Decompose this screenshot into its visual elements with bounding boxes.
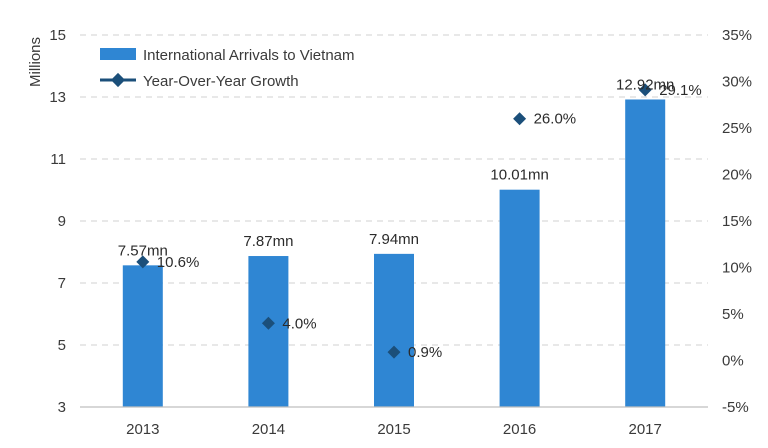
growth-data-labels: 10.6% 4.0% 0.9% 26.0% 29.1% bbox=[157, 82, 702, 361]
bar-series bbox=[122, 99, 666, 407]
right-axis: -5% 0% 5% 10% 15% 20% 25% 30% 35% bbox=[722, 27, 752, 416]
x-tick-label: 2017 bbox=[629, 421, 662, 438]
x-tick-label: 2014 bbox=[252, 421, 285, 438]
growth-data-label: 29.1% bbox=[659, 82, 702, 99]
growth-data-label: 0.9% bbox=[408, 344, 442, 361]
y2-tick-label: 35% bbox=[722, 27, 752, 44]
y-tick-label: 3 bbox=[58, 399, 66, 416]
y2-tick-label: 0% bbox=[722, 353, 744, 370]
y-axis-title: Millions bbox=[27, 37, 44, 87]
bar bbox=[374, 253, 414, 407]
bar bbox=[499, 189, 540, 407]
legend-label-arrivals: International Arrivals to Vietnam bbox=[143, 47, 355, 64]
y-tick-label: 9 bbox=[58, 213, 66, 230]
bar-data-label: 10.01mn bbox=[490, 167, 548, 184]
y2-tick-label: 10% bbox=[722, 260, 752, 277]
growth-data-label: 4.0% bbox=[282, 315, 316, 332]
legend-label-growth: Year-Over-Year Growth bbox=[143, 73, 299, 90]
bar bbox=[122, 265, 163, 407]
legend: International Arrivals to Vietnam Year-O… bbox=[100, 47, 355, 90]
growth-data-label: 10.6% bbox=[157, 254, 200, 271]
x-axis: 2013 2014 2015 2016 2017 bbox=[80, 406, 708, 438]
y-tick-label: 15 bbox=[49, 27, 66, 44]
growth-marker bbox=[261, 316, 275, 330]
y-tick-label: 11 bbox=[50, 151, 66, 168]
left-axis: 3 5 7 9 11 13 15 bbox=[49, 27, 66, 416]
x-tick-label: 2016 bbox=[503, 421, 536, 438]
y-tick-label: 13 bbox=[49, 89, 66, 106]
bar-data-label: 7.87mn bbox=[243, 233, 293, 250]
bar-data-label: 7.57mn bbox=[118, 242, 168, 259]
growth-data-label: 26.0% bbox=[534, 111, 577, 128]
x-tick-label: 2015 bbox=[377, 421, 410, 438]
growth-marker bbox=[638, 83, 652, 97]
bar-data-label: 12.92mn bbox=[616, 76, 674, 93]
y2-tick-label: 30% bbox=[722, 74, 752, 91]
y-tick-label: 7 bbox=[58, 275, 66, 292]
x-tick-label: 2013 bbox=[126, 421, 159, 438]
y-tick-label: 5 bbox=[58, 337, 66, 354]
y2-tick-label: 5% bbox=[722, 306, 744, 323]
growth-marker bbox=[387, 345, 401, 359]
bar bbox=[248, 256, 289, 407]
growth-marker bbox=[136, 255, 150, 269]
y2-tick-label: 15% bbox=[722, 213, 752, 230]
y2-tick-label: 20% bbox=[722, 167, 752, 184]
y2-tick-label: -5% bbox=[722, 399, 749, 416]
legend-swatch-growth-marker bbox=[110, 72, 126, 88]
bar-data-labels: 7.57mn 7.87mn 7.94mn 10.01mn 12.92mn bbox=[118, 76, 675, 259]
growth-marker bbox=[513, 112, 527, 126]
bar-data-label: 7.94mn bbox=[369, 231, 419, 248]
growth-series bbox=[136, 83, 652, 359]
bar bbox=[625, 99, 666, 407]
legend-swatch-arrivals bbox=[100, 48, 136, 60]
y2-tick-label: 25% bbox=[722, 120, 752, 137]
